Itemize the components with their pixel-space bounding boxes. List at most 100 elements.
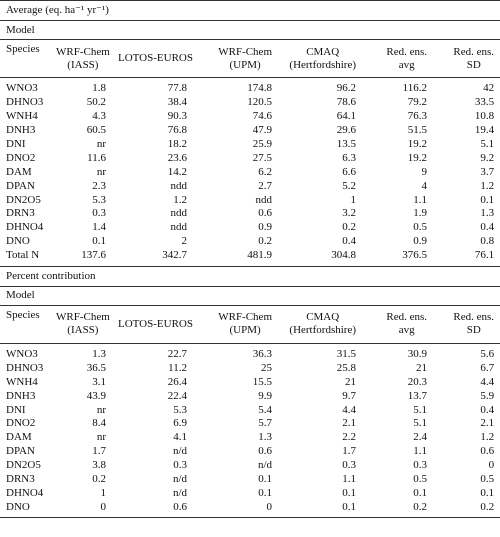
value-cell: 4.3	[92, 110, 106, 123]
section-title-row: Percent contribution	[0, 266, 500, 287]
header-text: LOTOS-EUROS	[118, 52, 193, 65]
value-cell: 0	[50, 500, 112, 519]
value-cell: ndd	[170, 221, 188, 234]
value-cell: 5.1	[480, 138, 495, 150]
value-cell: 33.5	[474, 96, 495, 109]
value-cell: 2	[181, 235, 188, 248]
value-cell: 8.4	[92, 417, 106, 430]
value-cell: 22.7	[167, 348, 187, 361]
species-cell: DN2O5	[6, 193, 41, 206]
species-cell: DRN3	[6, 207, 35, 220]
header-line: (IASS)	[67, 58, 99, 71]
header-line: avg	[398, 58, 415, 71]
value-cell: 1.2	[480, 431, 495, 444]
value-cell: 0.4	[480, 403, 495, 416]
header-row: Species WRF-Chem (IASS) LOTOS-EUROS WRF-Chem…	[0, 305, 500, 344]
header-text: WRF-Chem (UPM)	[218, 46, 272, 72]
column-header: WRF-Chem (IASS)	[50, 305, 112, 344]
data-row: DNH3 60.5 76.8 47.9 29.6 51.5 19.4	[0, 124, 500, 138]
value-cell: 76.3	[407, 110, 427, 123]
value-cell: ndd	[170, 179, 188, 192]
value-cell: 1	[350, 193, 357, 206]
column-header: Red. ens. SD	[433, 39, 500, 78]
value-cell: 38.4	[167, 96, 187, 109]
column-header: WRF-Chem (UPM)	[193, 305, 278, 344]
value-cell: 0.1	[258, 473, 272, 486]
column-header: Red. ens. SD	[433, 305, 500, 344]
value-cell: 5.3	[92, 193, 106, 206]
value-cell: nr	[96, 403, 106, 416]
column-header: LOTOS-EUROS	[112, 305, 193, 344]
species-cell: WNO3	[6, 82, 38, 95]
header-line: Species	[6, 43, 40, 55]
value-cell: 4.1	[173, 431, 187, 444]
species-cell: DNH3	[6, 389, 36, 402]
header-line: (Hertfordshire)	[289, 324, 356, 337]
value-cell: 2.4	[413, 431, 427, 444]
value-cell: 19.2	[407, 138, 427, 150]
data-row: DN2O5 3.8 0.3 n/d 0.3 0.3 0	[0, 459, 500, 473]
value-cell: 18.2	[167, 138, 187, 150]
data-row: DHNO3 50.2 38.4 120.5 78.6 79.2 33.5	[0, 96, 500, 110]
data-row: DRN3 0.2 n/d 0.1 1.1 0.5 0.5	[0, 473, 500, 487]
value-cell: 6.6	[342, 165, 356, 178]
species-cell: DNI	[6, 138, 26, 150]
value-cell: 19.4	[474, 124, 495, 137]
species-cell: DPAN	[6, 179, 35, 192]
header-line: Red. ens.	[386, 45, 427, 58]
value-cell: 76.8	[167, 124, 187, 137]
column-header: Red. ens. avg	[362, 39, 433, 78]
value-cell: 1.8	[92, 82, 106, 95]
value-cell: 22.4	[167, 389, 187, 402]
value-cell: 25.8	[336, 361, 356, 374]
value-cell: 60.5	[86, 124, 106, 137]
value-cell: 76.1	[433, 248, 500, 267]
header-line: SD	[466, 324, 481, 337]
value-cell: 0.9	[413, 235, 427, 248]
value-cell: 5.3	[173, 403, 187, 416]
header-line: Red. ens.	[453, 311, 495, 324]
header-text: CMAQ (Hertfordshire)	[289, 311, 356, 337]
species-cell: WNH4	[6, 375, 38, 388]
value-cell: 0.5	[413, 221, 427, 234]
value-cell: 11.6	[87, 151, 106, 164]
value-cell: 36.3	[252, 348, 272, 361]
data-row: DNO2 8.4 6.9 5.7 2.1 5.1 2.1	[0, 417, 500, 431]
value-cell: 14.2	[167, 165, 187, 178]
species-cell: DN2O5	[6, 459, 41, 472]
header-line: WRF-Chem	[218, 311, 272, 324]
value-cell: nr	[96, 431, 106, 444]
value-cell: n/d	[172, 473, 187, 486]
group-label-row: Model	[0, 20, 500, 40]
value-cell: 1.7	[342, 445, 356, 458]
value-cell: 96.2	[336, 82, 356, 95]
value-cell: 2.2	[342, 431, 356, 444]
value-cell: 5.9	[480, 389, 495, 402]
species-cell: DNO2	[6, 151, 36, 164]
header-line: (IASS)	[67, 324, 99, 337]
header-line: Red. ens.	[386, 311, 427, 324]
species-cell: Total N	[0, 248, 50, 267]
value-cell: 64.1	[336, 110, 356, 123]
data-row: DNO2 11.6 23.6 27.5 6.3 19.2 9.2	[0, 151, 500, 165]
value-cell: 2.7	[258, 179, 272, 192]
column-header: LOTOS-EUROS	[112, 39, 193, 78]
value-cell: 26.4	[167, 375, 187, 388]
value-cell: 1.9	[413, 207, 427, 220]
data-row: DNI nr 18.2 25.9 13.5 19.2 5.1	[0, 138, 500, 152]
header-line: Red. ens.	[453, 45, 495, 58]
value-cell: 0.6	[112, 500, 193, 519]
value-cell: 30.9	[407, 348, 427, 361]
value-cell: 5.7	[258, 417, 272, 430]
group-label: Model	[0, 286, 500, 306]
value-cell: 0.1	[92, 235, 106, 248]
value-cell: 0	[193, 500, 278, 519]
value-cell: 1.3	[258, 431, 272, 444]
value-cell: 0.2	[362, 500, 433, 519]
value-cell: 13.5	[336, 138, 356, 150]
value-cell: 5.1	[413, 417, 427, 430]
value-cell: 0.6	[258, 207, 272, 220]
value-cell: ndd	[255, 193, 273, 206]
value-cell: 51.5	[407, 124, 427, 137]
species-cell: DHNO3	[6, 361, 44, 374]
